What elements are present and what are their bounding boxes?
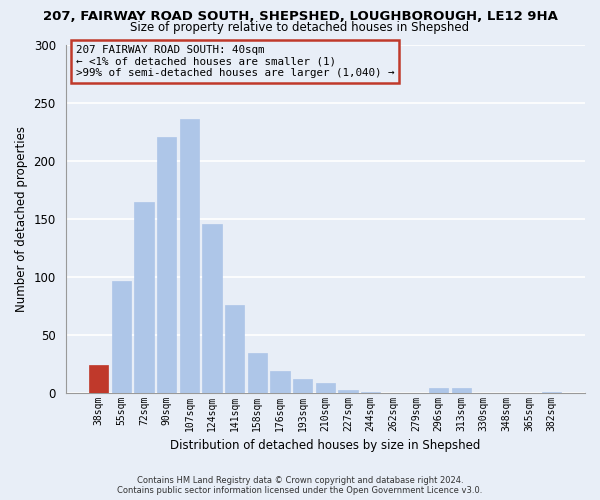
Bar <box>248 352 267 393</box>
Bar <box>452 388 471 393</box>
Bar <box>134 202 154 393</box>
Bar <box>180 120 199 393</box>
Bar <box>316 382 335 393</box>
Bar <box>293 379 312 393</box>
Bar <box>361 392 380 393</box>
Text: Size of property relative to detached houses in Shepshed: Size of property relative to detached ho… <box>130 21 470 34</box>
Bar <box>112 280 131 393</box>
X-axis label: Distribution of detached houses by size in Shepshed: Distribution of detached houses by size … <box>170 440 481 452</box>
Bar <box>202 224 221 393</box>
Text: Contains HM Land Registry data © Crown copyright and database right 2024.
Contai: Contains HM Land Registry data © Crown c… <box>118 476 482 495</box>
Bar <box>542 392 562 393</box>
Bar <box>271 371 290 393</box>
Bar <box>338 390 358 393</box>
Bar <box>157 136 176 393</box>
Bar <box>225 305 244 393</box>
Bar <box>429 388 448 393</box>
Y-axis label: Number of detached properties: Number of detached properties <box>15 126 28 312</box>
Text: 207 FAIRWAY ROAD SOUTH: 40sqm
← <1% of detached houses are smaller (1)
>99% of s: 207 FAIRWAY ROAD SOUTH: 40sqm ← <1% of d… <box>76 45 394 78</box>
Text: 207, FAIRWAY ROAD SOUTH, SHEPSHED, LOUGHBOROUGH, LE12 9HA: 207, FAIRWAY ROAD SOUTH, SHEPSHED, LOUGH… <box>43 10 557 23</box>
Bar <box>89 366 109 393</box>
